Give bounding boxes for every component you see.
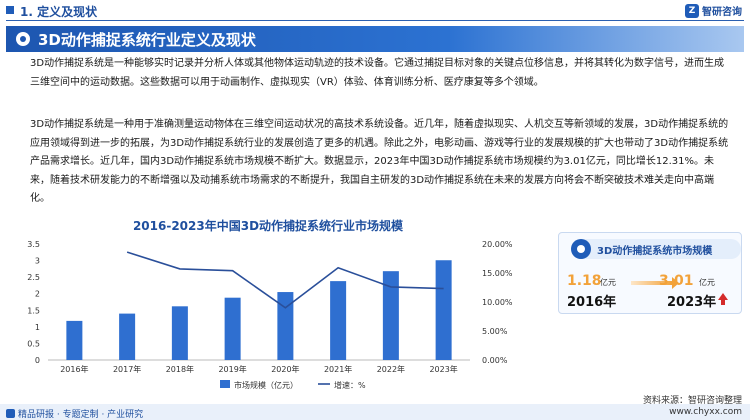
legend-line-label: 增速：%: [334, 380, 366, 390]
start-value: 1.18: [567, 273, 602, 289]
growth-line: [126, 251, 444, 309]
section-label: 1. 定义及现状: [20, 5, 98, 19]
y-tick-left: 0.5: [27, 339, 40, 348]
bar: [171, 306, 188, 360]
start-unit: 亿元: [600, 278, 616, 287]
x-tick-label: 2017年: [113, 364, 141, 374]
footer-tagline-text: 精品研报 · 专题定制 · 产业研究: [18, 410, 144, 420]
up-arrow-icon: [718, 293, 728, 305]
brand-logo-icon: Z: [685, 3, 699, 18]
bar: [119, 313, 136, 360]
y-tick-left: 1.5: [27, 306, 40, 315]
y-tick-right: 20.00%: [482, 240, 513, 249]
x-tick-label: 2018年: [166, 364, 194, 374]
footer-url: www.chyxx.com: [669, 407, 742, 417]
y-tick-right: 10.00%: [482, 298, 513, 307]
brand: Z 智研咨询: [685, 3, 742, 18]
x-tick-label: 2022年: [377, 364, 405, 374]
y-tick-right: 0.00%: [482, 356, 508, 365]
footer-bar: 精品研报 · 专题定制 · 产业研究 www.chyxx.com: [0, 404, 750, 420]
x-tick-label: 2016年: [60, 364, 88, 374]
y-tick-right: 5.00%: [482, 327, 508, 336]
bar: [277, 292, 294, 360]
section-marker-icon: [6, 6, 14, 14]
paragraph-definition: 3D动作捕捉系统是一种能够实时记录并分析人体或其他物体运动轨迹的技术设备。它通过…: [30, 58, 725, 88]
y-tick-right: 15.00%: [482, 269, 513, 278]
page-title: 3D动作捕捉系统行业定义及现状: [38, 31, 256, 49]
market-size-card: 3D动作捕捉系统市场规模 1.18 亿元 2016年 3.01 亿元 2023年: [558, 232, 742, 314]
footer-tagline: 精品研报 · 专题定制 · 产业研究: [6, 407, 143, 420]
title-bullet-icon: [16, 32, 30, 46]
card-bullet-icon: [571, 239, 591, 259]
x-tick-label: 2021年: [324, 364, 352, 374]
y-tick-left: 2: [35, 290, 40, 299]
end-unit: 亿元: [699, 278, 715, 287]
growth-arrow-icon: [631, 277, 679, 289]
title-banner: 3D动作捕捉系统行业定义及现状: [6, 26, 744, 52]
end-year: 2023年: [667, 295, 717, 310]
header-divider: [6, 20, 744, 21]
x-tick-label: 2020年: [271, 364, 299, 374]
y-tick-left: 3: [35, 257, 40, 266]
bar: [382, 271, 399, 360]
top-bar: 1. 定义及现状 Z 智研咨询: [0, 0, 750, 22]
card-title: 3D动作捕捉系统市场规模: [597, 246, 713, 257]
y-tick-left: 2.5: [27, 273, 40, 282]
bar: [330, 281, 347, 360]
y-tick-left: 0: [35, 356, 40, 365]
start-year: 2016年: [567, 295, 617, 310]
bar: [224, 297, 241, 360]
end-value: 3.01: [659, 273, 694, 289]
y-tick-left: 3.5: [27, 240, 40, 249]
legend-bar-label: 市场规模（亿元）: [234, 380, 298, 390]
x-tick-label: 2023年: [429, 364, 457, 374]
legend-bar-swatch: [220, 380, 230, 388]
market-size-chart: 0 0.5 1 1.5 2 2.5 3 3.5 0.00% 5.00% 10.00% 15.00% 20…: [27, 240, 513, 390]
footer-logo-icon: [6, 409, 15, 418]
y-tick-left: 1: [35, 323, 40, 332]
card-header: 3D动作捕捉系统市场规模: [571, 239, 741, 259]
source-note: 资料来源：智研咨询整理: [642, 396, 742, 406]
bar: [435, 260, 452, 360]
chart-title: 2016-2023年中国3D动作捕捉系统行业市场规模: [132, 219, 404, 233]
brand-name: 智研咨询: [702, 7, 742, 18]
paragraph-status: 3D动作捕捉系统是一种用于准确测量运动物体在三维空间运动状况的高技术系统设备。近…: [30, 119, 729, 204]
bar: [66, 320, 83, 360]
x-tick-label: 2019年: [218, 364, 246, 374]
